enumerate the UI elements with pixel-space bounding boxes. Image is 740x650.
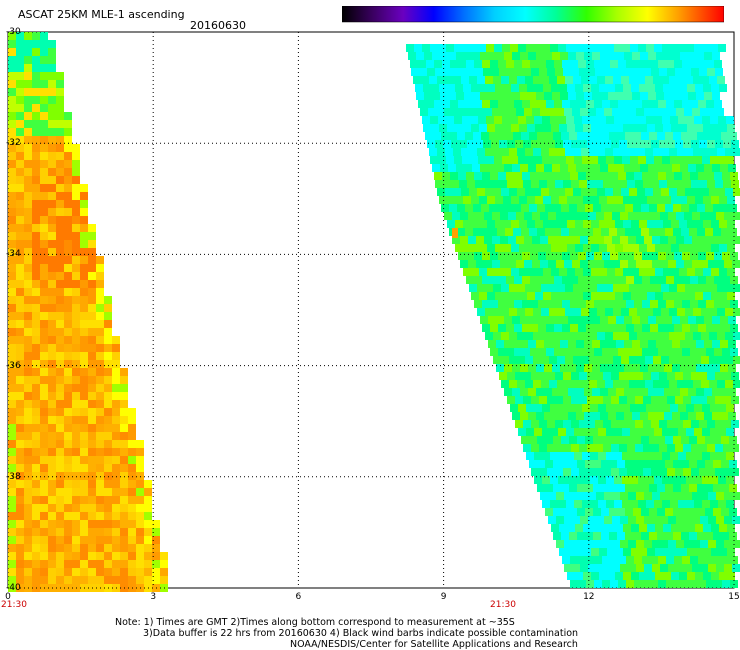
longitude-label: 9 <box>440 592 447 602</box>
note-line-2: 3)Data buffer is 22 hrs from 20160630 4)… <box>143 628 579 639</box>
note-line-3: NOAA/NESDIS/Center for Satellite Applica… <box>290 639 578 650</box>
latitude-label: -38 <box>6 471 21 482</box>
longitude-label: 3 <box>150 592 157 602</box>
note-line-1: Note: 1) Times are GMT 2)Times along bot… <box>115 617 515 628</box>
longitude-label: 6 <box>295 592 302 602</box>
product-date: 20160630 <box>190 19 246 32</box>
longitude-label: 12 <box>583 592 595 602</box>
latitude-label: -32 <box>6 138 21 149</box>
product-title: ASCAT 25KM MLE-1 ascending <box>18 8 185 21</box>
latitude-label: -40 <box>6 583 21 593</box>
latitude-label: -36 <box>6 360 21 371</box>
gridlines <box>7 31 735 589</box>
east-swath <box>406 44 740 588</box>
time-label: 21:30 <box>490 600 516 610</box>
longitude-label: 0 <box>5 592 11 602</box>
latitude-label: -30 <box>6 27 21 37</box>
time-label: 21:30 <box>1 600 27 610</box>
longitude-label: 15 <box>728 592 740 602</box>
latitude-label: -34 <box>6 249 21 260</box>
